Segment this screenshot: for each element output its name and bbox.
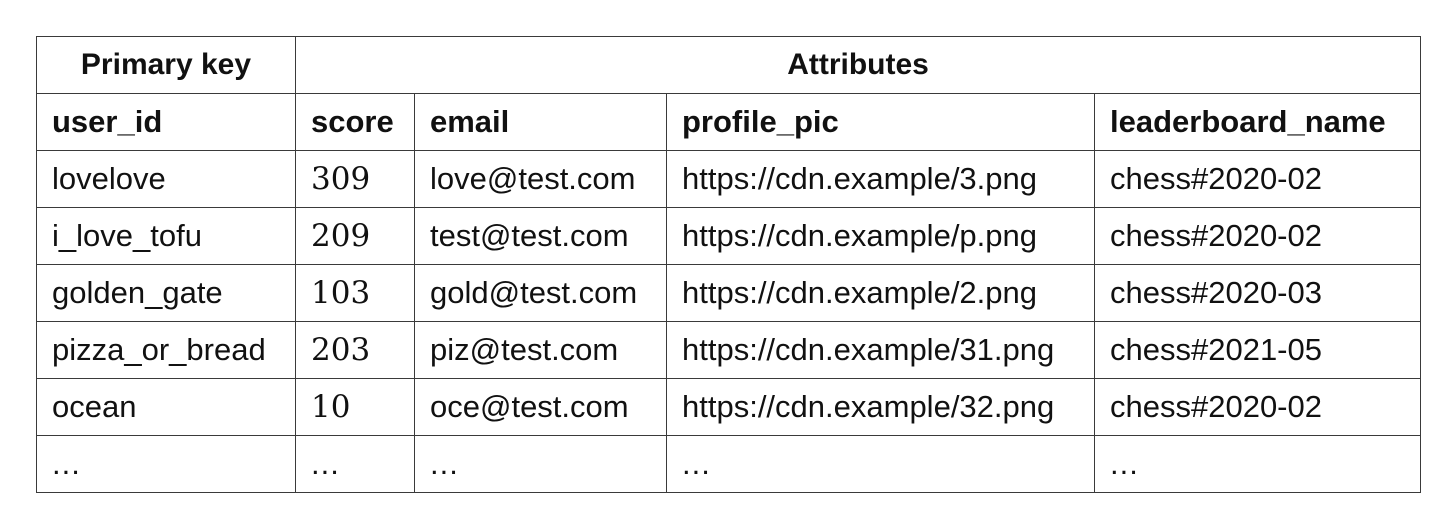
column-header-score: score (295, 93, 415, 151)
cell-profile-pic: https://cdn.example/3.png (666, 150, 1095, 208)
cell-leaderboard-name: chess#2020-02 (1093, 378, 1422, 436)
table-row: lovelove 309 love@test.com https://cdn.e… (36, 150, 1422, 208)
cell-ellipsis: ... (1093, 435, 1422, 493)
cell-ellipsis: ... (295, 435, 415, 493)
cell-email: gold@test.com (414, 264, 667, 322)
cell-score: 103 (295, 264, 415, 322)
cell-email: love@test.com (414, 150, 667, 208)
attributes-header: Attributes (294, 36, 1422, 94)
cell-leaderboard-name: chess#2021-05 (1093, 321, 1422, 379)
cell-score: 209 (295, 207, 415, 265)
cell-score: 309 (295, 150, 415, 208)
cell-user-id: pizza_or_bread (36, 321, 296, 379)
column-header-leaderboard-name: leaderboard_name (1093, 93, 1422, 151)
cell-ellipsis: ... (414, 435, 667, 493)
column-header-profile-pic: profile_pic (666, 93, 1095, 151)
cell-leaderboard-name: chess#2020-02 (1093, 207, 1422, 265)
cell-user-id: ocean (36, 378, 296, 436)
cell-profile-pic: https://cdn.example/2.png (666, 264, 1095, 322)
cell-email: test@test.com (414, 207, 667, 265)
cell-profile-pic: https://cdn.example/31.png (666, 321, 1095, 379)
cell-user-id: golden_gate (36, 264, 296, 322)
column-header-row: user_id score email profile_pic leaderbo… (36, 93, 1422, 151)
table-row: ocean 10 oce@test.com https://cdn.exampl… (36, 378, 1422, 436)
cell-profile-pic: https://cdn.example/32.png (666, 378, 1095, 436)
table-row: pizza_or_bread 203 piz@test.com https://… (36, 321, 1422, 379)
cell-leaderboard-name: chess#2020-03 (1093, 264, 1422, 322)
primary-key-header: Primary key (36, 36, 296, 94)
cell-score: 10 (295, 378, 415, 436)
cell-user-id: lovelove (36, 150, 296, 208)
cell-email: piz@test.com (414, 321, 667, 379)
cell-ellipsis: ... (36, 435, 296, 493)
ellipsis-row: ... ... ... ... ... (36, 435, 1422, 493)
column-header-user-id: user_id (36, 93, 296, 151)
cell-user-id: i_love_tofu (36, 207, 296, 265)
table-row: i_love_tofu 209 test@test.com https://cd… (36, 207, 1422, 265)
group-header-row: Primary key Attributes (36, 36, 1422, 94)
table-row: golden_gate 103 gold@test.com https://cd… (36, 264, 1422, 322)
cell-email: oce@test.com (414, 378, 667, 436)
cell-leaderboard-name: chess#2020-02 (1093, 150, 1422, 208)
leaderboard-table: Primary key Attributes user_id score ema… (36, 36, 1422, 493)
cell-ellipsis: ... (666, 435, 1095, 493)
cell-score: 203 (295, 321, 415, 379)
cell-profile-pic: https://cdn.example/p.png (666, 207, 1095, 265)
column-header-email: email (414, 93, 667, 151)
